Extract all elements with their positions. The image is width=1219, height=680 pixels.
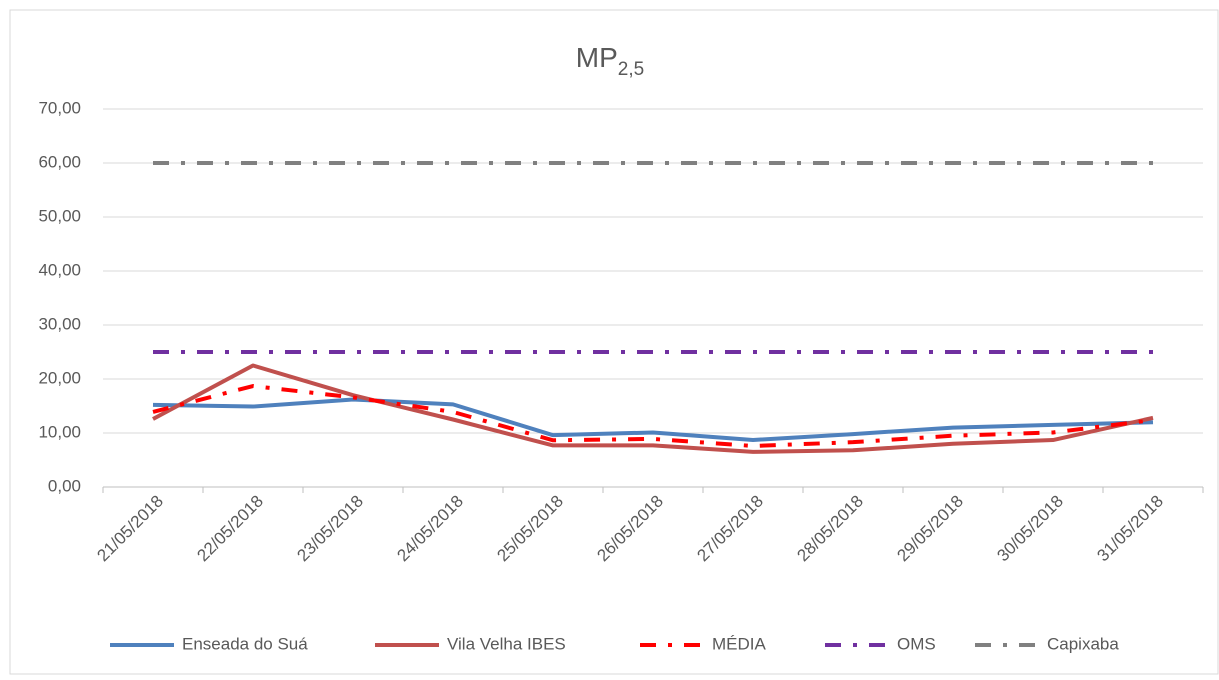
series-line bbox=[152, 363, 1154, 454]
legend-label: Vila Velha IBES bbox=[447, 634, 566, 653]
y-tick-label: 50,00 bbox=[38, 206, 81, 225]
legend-label: MÉDIA bbox=[712, 634, 767, 653]
series-line bbox=[152, 384, 1154, 448]
chart-frame bbox=[9, 9, 1219, 675]
y-tick-label: 70,00 bbox=[38, 98, 81, 117]
legend-label: Capixaba bbox=[1047, 634, 1119, 653]
legend-label: Enseada do Suá bbox=[182, 634, 308, 653]
y-tick-label: 10,00 bbox=[38, 422, 81, 441]
legend-label: OMS bbox=[897, 634, 936, 653]
y-tick-label: 40,00 bbox=[38, 260, 81, 279]
title-main: MP bbox=[576, 42, 618, 73]
y-tick-label: 30,00 bbox=[38, 314, 81, 333]
series-line bbox=[152, 397, 1154, 443]
chart-title: MP2,5 bbox=[576, 42, 644, 80]
title-subscript: 2,5 bbox=[618, 59, 644, 80]
y-tick-label: 60,00 bbox=[38, 152, 81, 171]
y-tick-label: 20,00 bbox=[38, 368, 81, 387]
y-tick-label: 0,00 bbox=[48, 476, 81, 495]
